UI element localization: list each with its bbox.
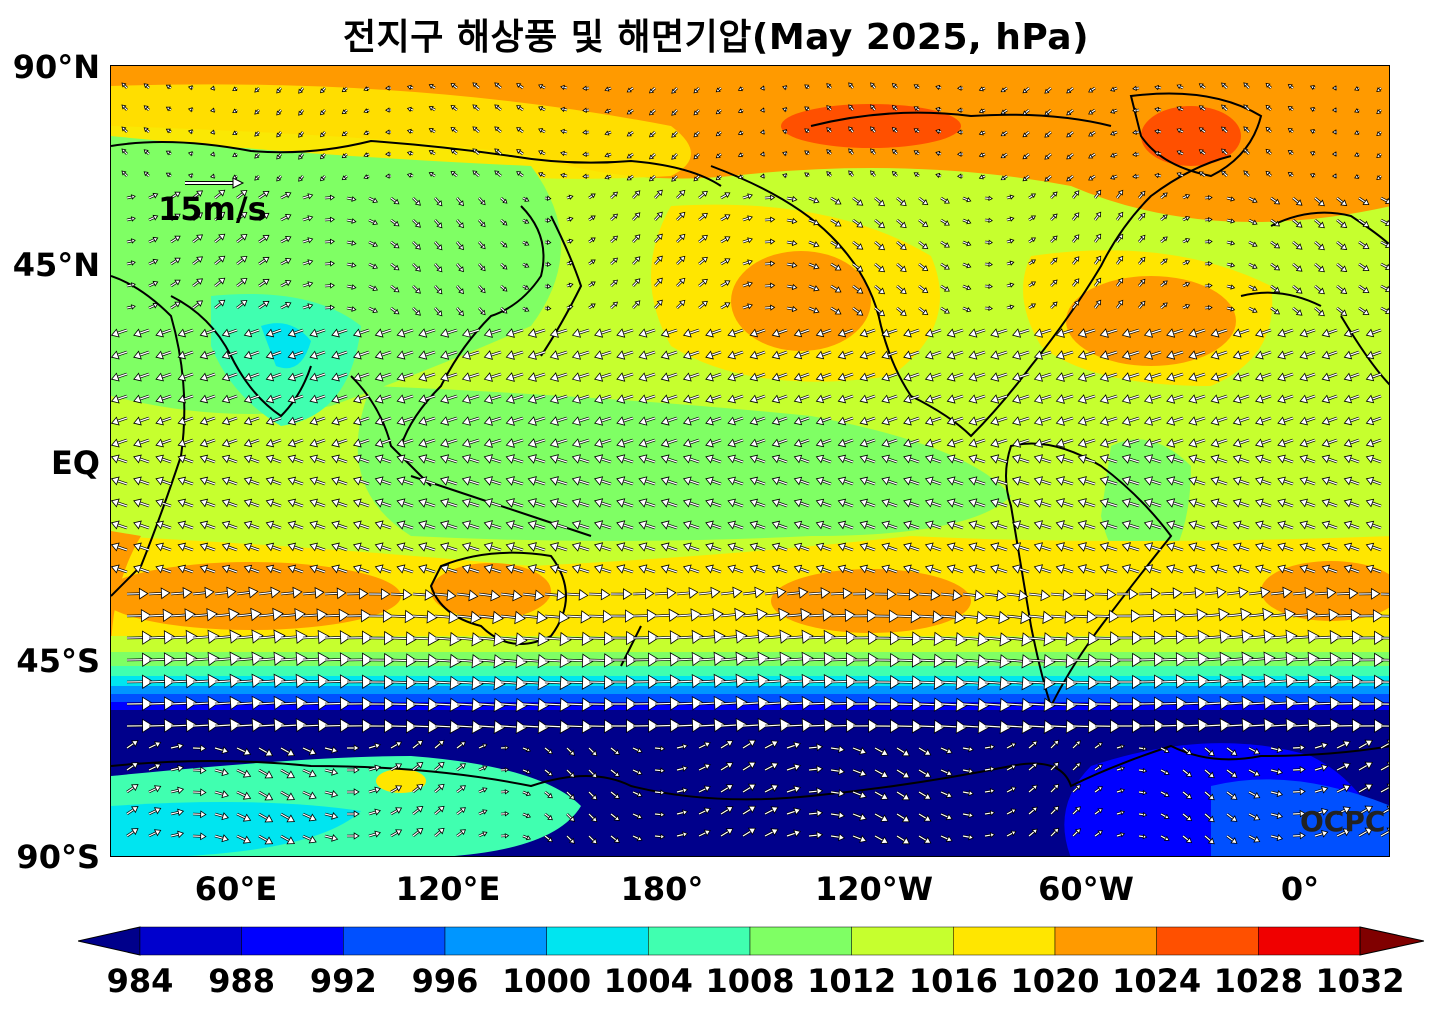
wind-arrow-shaft <box>171 681 187 682</box>
wind-arrow-shaft <box>567 197 570 198</box>
wind-arrow-shaft <box>1315 659 1331 660</box>
wind-arrow-shaft <box>567 285 570 286</box>
wind-arrow-shaft <box>809 681 825 682</box>
wind-arrow-shaft <box>391 594 403 595</box>
pressure-wind-map <box>110 65 1390 857</box>
wind-arrow-shaft <box>1158 131 1161 132</box>
wind-arrow-shaft <box>1161 637 1177 638</box>
wind-arrow-shaft <box>325 681 341 682</box>
wind-arrow-shaft <box>677 681 693 682</box>
wind-arrow-shaft <box>325 659 341 660</box>
wind-arrow-shaft <box>1315 681 1331 682</box>
wind-arrow-shaft <box>391 616 405 617</box>
wind-arrow-shaft <box>564 153 567 154</box>
wind-arrow-shaft <box>149 703 165 704</box>
wind-arrow-shaft <box>1337 593 1349 594</box>
wind-arrow-shaft <box>413 660 429 661</box>
wind-arrow-shaft <box>1161 593 1173 594</box>
wind-arrow-shaft <box>567 682 583 683</box>
wind-arrow-shaft <box>1161 681 1177 682</box>
wind-arrow-shaft <box>1337 637 1353 638</box>
wind-arrow-shaft <box>1073 616 1087 617</box>
wind-arrow-shaft <box>1158 153 1161 154</box>
wind-arrow-shaft <box>564 131 567 132</box>
wind-arrow-shaft <box>564 175 567 176</box>
wind-arrow-shaft <box>567 594 579 595</box>
wind-arrow-shaft <box>149 659 165 660</box>
wind-arrow-shaft <box>1073 682 1089 683</box>
wind-arrow-shaft <box>655 659 671 660</box>
wind-arrow-shaft <box>1073 660 1089 661</box>
wind-arrow-shaft <box>919 682 935 683</box>
wind-arrow-shaft <box>325 593 337 594</box>
wind-arrow-shaft <box>809 703 825 704</box>
wind-arrow-shaft <box>677 703 693 704</box>
wind-arrow-shaft <box>1158 175 1161 176</box>
wind-arrow-shaft <box>171 703 187 704</box>
wind-arrow-shaft <box>1158 87 1161 88</box>
wind-arrow-shaft <box>567 660 583 661</box>
wind-arrow-shaft <box>1073 594 1085 595</box>
wind-arrow-shaft <box>149 593 161 594</box>
wind-arrow-shaft <box>567 704 583 705</box>
wind-arrow-shaft <box>655 593 667 594</box>
wind-arrow-shaft <box>567 263 570 264</box>
wind-arrow-shaft <box>391 638 407 639</box>
wind-arrow-shaft <box>567 307 570 308</box>
wind-arrow-shaft <box>545 704 561 705</box>
wind-arrow-shaft <box>655 703 671 704</box>
wind-arrow-shaft <box>149 681 165 682</box>
wind-arrow-shaft <box>831 615 845 616</box>
wind-arrow-shaft <box>567 219 570 220</box>
wind-arrow-shaft <box>655 615 669 616</box>
wind-arrow-shaft <box>919 660 935 661</box>
wind-arrow-shaft <box>564 87 567 88</box>
wind-arrow-shaft <box>919 704 935 705</box>
wind-arrow-shaft <box>809 659 825 660</box>
wind-arrow-shaft <box>149 615 163 616</box>
wind-arrow-shaft <box>567 241 570 242</box>
wind-arrow-shaft <box>1161 615 1175 616</box>
wind-arrow-shaft <box>1158 109 1161 110</box>
wind-arrow-shaft <box>655 681 671 682</box>
wind-arrow-shaft <box>655 637 671 638</box>
map-title: 전지구 해상풍 및 해면기압(May 2025, hPa) <box>0 8 1432 60</box>
wind-arrow-shaft <box>1073 638 1089 639</box>
wind-arrow-shaft <box>325 637 341 638</box>
wind-arrow-shaft <box>831 637 847 638</box>
wind-arrow-shaft <box>564 109 567 110</box>
map-canvas <box>111 66 1390 857</box>
wind-arrow-shaft <box>897 616 911 617</box>
wind-arrow-shaft <box>567 638 583 639</box>
wind-arrow-shaft <box>897 594 909 595</box>
wind-arrow-shaft <box>303 703 319 704</box>
wind-arrow-shaft <box>325 615 339 616</box>
wind-arrow-shaft <box>897 660 913 661</box>
wind-arrow-shaft <box>413 704 429 705</box>
wind-arrow-shaft <box>413 682 429 683</box>
wind-arrow-shaft <box>303 681 319 682</box>
wind-arrow-shaft <box>149 637 165 638</box>
wind-arrow-shaft <box>1337 615 1351 616</box>
wind-arrow-shaft <box>1161 659 1177 660</box>
wind-arrow-shaft <box>831 659 847 660</box>
wind-arrow-shaft <box>831 593 843 594</box>
wind-arrow-shaft <box>897 638 913 639</box>
